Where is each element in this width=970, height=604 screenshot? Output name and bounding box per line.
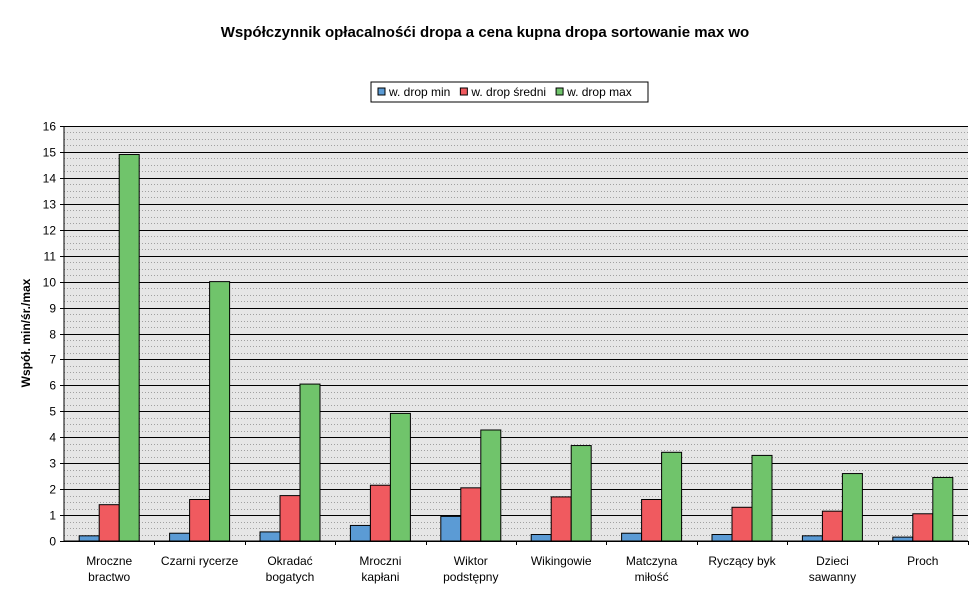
y-tick-label: 13 xyxy=(43,198,57,212)
bar xyxy=(821,510,843,542)
x-tick-label: Proch xyxy=(907,554,938,568)
x-tick-label: bractwo xyxy=(88,570,130,584)
x-tick-label: Mroczne xyxy=(86,554,132,568)
x-tick-label: bogatych xyxy=(266,570,315,584)
x-tick-label: Ryczący byk xyxy=(708,554,776,568)
x-tick-label: podstępny xyxy=(443,570,498,584)
bar xyxy=(78,535,100,542)
y-tick-label: 8 xyxy=(49,328,56,342)
bar xyxy=(731,506,753,542)
y-tick-label: 11 xyxy=(44,250,57,264)
bar xyxy=(661,451,683,542)
y-tick-label: 9 xyxy=(49,302,56,316)
bar xyxy=(801,535,823,542)
bars xyxy=(78,154,954,542)
y-tick-label: 6 xyxy=(49,379,56,393)
bar xyxy=(570,445,592,542)
x-tick-label: sawanny xyxy=(809,570,856,584)
legend-label: w. drop min xyxy=(388,85,450,99)
legend: w. drop min w. drop średni w. drop max xyxy=(370,81,649,103)
x-axis-labels: Mroczne bractwo Czarni rycerze Okradać bogat… xyxy=(86,541,969,584)
y-tick-label: 15 xyxy=(43,146,57,160)
x-tick-label: Matczyna xyxy=(626,554,678,568)
x-tick-label: Okradać xyxy=(267,554,312,568)
x-tick-label: Wikingowie xyxy=(531,554,592,568)
bar xyxy=(641,499,663,542)
bar xyxy=(299,383,321,542)
y-tick-label: 0 xyxy=(49,535,56,549)
bar xyxy=(621,532,643,542)
bar xyxy=(389,412,411,542)
legend-label: w. drop średni xyxy=(470,85,546,99)
bar xyxy=(892,536,914,542)
bar xyxy=(932,476,954,542)
y-tick-label: 7 xyxy=(49,353,56,367)
bar xyxy=(912,513,934,542)
bar xyxy=(369,484,391,542)
x-tick-label: Czarni rycerze xyxy=(161,554,239,568)
legend-box xyxy=(370,81,649,103)
legend-swatch xyxy=(555,87,564,96)
legend-label: w. drop max xyxy=(566,85,632,99)
x-tick-label: Wiktor xyxy=(454,554,488,568)
y-tick-label: 1 xyxy=(49,509,56,523)
y-tick-label: 12 xyxy=(43,224,57,238)
bar xyxy=(349,524,371,542)
bar xyxy=(189,499,211,542)
y-tick-label: 16 xyxy=(43,120,57,134)
y-tick-label: 4 xyxy=(49,431,56,445)
y-tick-label: 14 xyxy=(43,172,57,186)
y-tick-label: 3 xyxy=(49,457,56,471)
bar xyxy=(480,429,502,542)
bar xyxy=(841,473,863,542)
x-tick-label: kapłani xyxy=(361,570,399,584)
x-tick-label: Dzieci xyxy=(816,554,849,568)
bar xyxy=(440,515,462,542)
bar xyxy=(98,504,120,542)
bar xyxy=(711,534,733,542)
y-axis-label: Współ. min/śr./max xyxy=(19,278,33,387)
bar xyxy=(530,534,552,542)
bar xyxy=(751,454,773,542)
bar xyxy=(460,487,482,542)
chart-title: Współczynnik opłacalnośći dropa a cena k… xyxy=(221,24,749,41)
y-tick-label: 10 xyxy=(43,276,57,290)
x-tick-label: Mroczni xyxy=(359,554,401,568)
y-tick-label: 5 xyxy=(49,405,56,419)
bar xyxy=(279,495,301,542)
bar xyxy=(169,532,191,542)
y-tick-label: 2 xyxy=(49,483,56,497)
bar xyxy=(209,281,231,542)
legend-swatch xyxy=(377,87,386,96)
bar xyxy=(118,154,140,542)
plot-area xyxy=(64,126,968,541)
bar xyxy=(259,531,281,542)
x-tick-label: miłość xyxy=(635,570,669,584)
bar xyxy=(550,496,572,542)
legend-swatch xyxy=(459,87,468,96)
